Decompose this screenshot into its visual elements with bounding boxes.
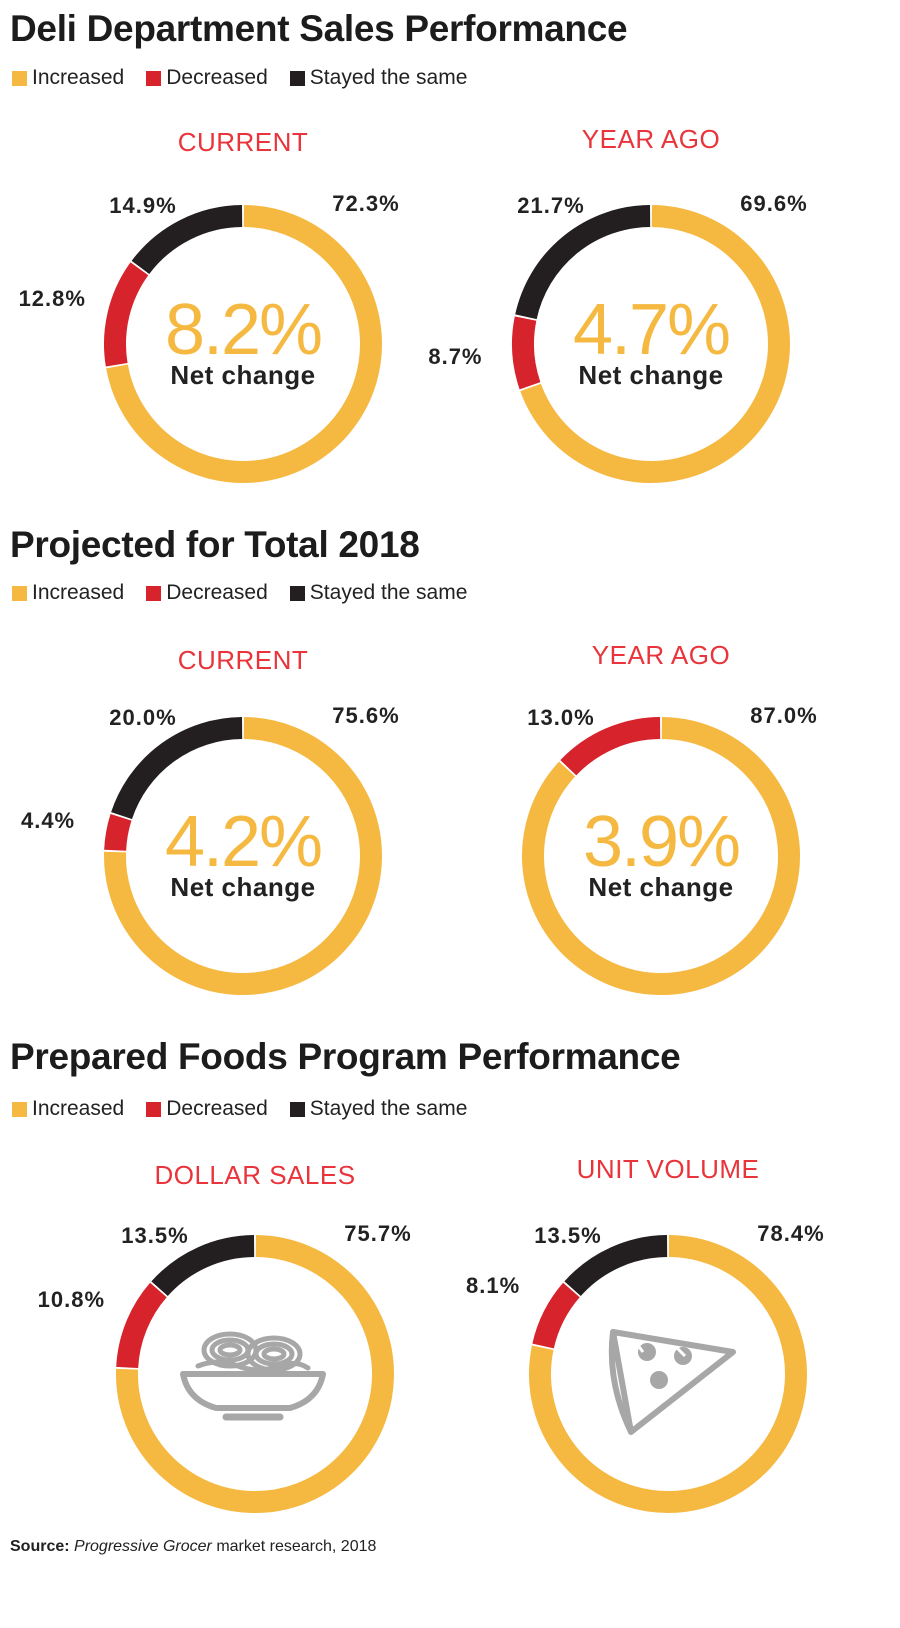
legend-label: Stayed the same	[309, 1097, 468, 1120]
legend-label: Increased	[32, 581, 125, 604]
pizza-slice-icon	[608, 1329, 736, 1435]
donut-segment-stayed-the-same	[131, 205, 243, 275]
legend-label: Increased	[32, 66, 125, 89]
source-note: Source: Progressive Grocer market resear…	[10, 1538, 376, 1556]
legend-item-increased: Increased	[12, 581, 124, 605]
donut-segment-stayed-the-same	[151, 1235, 255, 1297]
donut-segment-increased	[520, 205, 790, 483]
donut-segment-decreased	[104, 262, 149, 367]
legend-item-decreased: Decreased	[146, 66, 268, 90]
legend-item-decreased: Decreased	[146, 581, 268, 605]
data-label-increased: 75.7%	[344, 1221, 412, 1246]
section-title-projected-2018: Projected for Total 2018	[10, 524, 420, 565]
legend: Increased Decreased Stayed the same	[12, 581, 467, 605]
legend-label: Stayed the same	[309, 581, 468, 604]
decreased-swatch	[146, 1101, 162, 1117]
data-label-increased: 72.3%	[332, 191, 400, 216]
legend-item-same: Stayed the same	[289, 581, 468, 605]
legend-label: Decreased	[166, 66, 268, 89]
data-label-stayed-the-same: 14.9%	[109, 193, 177, 218]
data-label-increased: 75.6%	[332, 703, 400, 728]
data-label-decreased: 12.8%	[18, 285, 86, 311]
data-label-decreased: 8.1%	[466, 1272, 521, 1298]
source-publication: Progressive Grocer	[74, 1538, 212, 1555]
chart-title: UNIT VOLUME	[576, 1154, 760, 1184]
data-label-increased: 78.4%	[757, 1221, 825, 1246]
increased-swatch	[12, 70, 27, 86]
donut-segment-decreased	[512, 316, 541, 390]
donut-segment-decreased	[116, 1282, 167, 1369]
chart-title: CURRENT	[177, 645, 309, 675]
chart-title: YEAR AGO	[581, 124, 721, 154]
donut-segment-increased	[104, 717, 382, 995]
net-change-label: Net change	[170, 872, 316, 902]
donut-segment-increased	[116, 1235, 394, 1513]
donut-segment-decreased	[560, 717, 661, 776]
donut-segment-stayed-the-same	[564, 1235, 668, 1297]
legend-item-decreased: Decreased	[146, 1097, 268, 1121]
donut-segment-decreased	[104, 813, 132, 852]
decreased-swatch	[146, 585, 162, 601]
legend-label: Decreased	[166, 581, 268, 604]
net-change-label: Net change	[170, 360, 316, 390]
data-label-stayed-the-same: 21.7%	[517, 193, 585, 218]
same-swatch	[289, 585, 305, 601]
donut-segment-decreased	[532, 1282, 580, 1349]
chart-title: CURRENT	[177, 127, 309, 157]
legend-item-increased: Increased	[12, 66, 124, 90]
data-label-decreased: 8.7%	[428, 343, 483, 369]
net-change-label: Net change	[588, 872, 734, 902]
net-change-value: 8.2%	[164, 290, 323, 370]
data-label-stayed-the-same: 13.5%	[121, 1223, 189, 1248]
donut-ring	[522, 717, 800, 995]
donut-ring	[104, 205, 382, 483]
legend-item-same: Stayed the same	[289, 1097, 468, 1121]
net-change-value: 4.2%	[164, 802, 323, 882]
net-change-label: Net change	[578, 360, 724, 390]
legend-label: Stayed the same	[309, 66, 468, 89]
increased-swatch	[12, 585, 27, 601]
donut-segment-increased	[529, 1235, 807, 1513]
data-label-decreased: 13.0%	[527, 705, 595, 730]
data-label-stayed-the-same: 20.0%	[109, 705, 177, 730]
legend: Increased Decreased Stayed the same	[12, 66, 467, 90]
section-title-deli-sales: Deli Department Sales Performance	[10, 8, 628, 49]
chart-title: YEAR AGO	[591, 640, 731, 670]
increased-swatch	[12, 1101, 27, 1117]
donut-segment-increased	[522, 717, 800, 995]
data-label-increased: 69.6%	[740, 191, 808, 216]
donut-ring	[104, 717, 382, 995]
legend-label: Decreased	[166, 1097, 268, 1120]
donut-segment-stayed-the-same	[111, 717, 243, 820]
data-label-decreased: 4.4%	[20, 808, 76, 834]
data-label-decreased: 10.8%	[37, 1286, 106, 1312]
donut-ring	[116, 1235, 394, 1513]
source-label: Source:	[10, 1538, 70, 1555]
data-label-increased: 87.0%	[750, 703, 818, 728]
source-rest: market research, 2018	[216, 1538, 377, 1555]
donut-segment-stayed-the-same	[515, 205, 651, 320]
legend-item-same: Stayed the same	[289, 66, 468, 90]
same-swatch	[289, 1101, 305, 1117]
legend-item-increased: Increased	[12, 1097, 124, 1121]
decreased-swatch	[146, 70, 162, 86]
data-label-stayed-the-same: 13.5%	[534, 1223, 602, 1248]
donut-segment-increased	[106, 205, 382, 483]
chart-title: DOLLAR SALES	[154, 1160, 356, 1190]
donut-ring	[512, 205, 790, 483]
net-change-value: 4.7%	[572, 290, 731, 370]
noodle-bowl-icon	[180, 1331, 326, 1421]
section-title-prepared-foods: Prepared Foods Program Performance	[10, 1036, 681, 1077]
same-swatch	[289, 70, 305, 86]
net-change-value: 3.9%	[582, 802, 741, 882]
legend: Increased Decreased Stayed the same	[12, 1097, 467, 1121]
legend-label: Increased	[32, 1097, 125, 1120]
donut-ring	[529, 1235, 807, 1513]
